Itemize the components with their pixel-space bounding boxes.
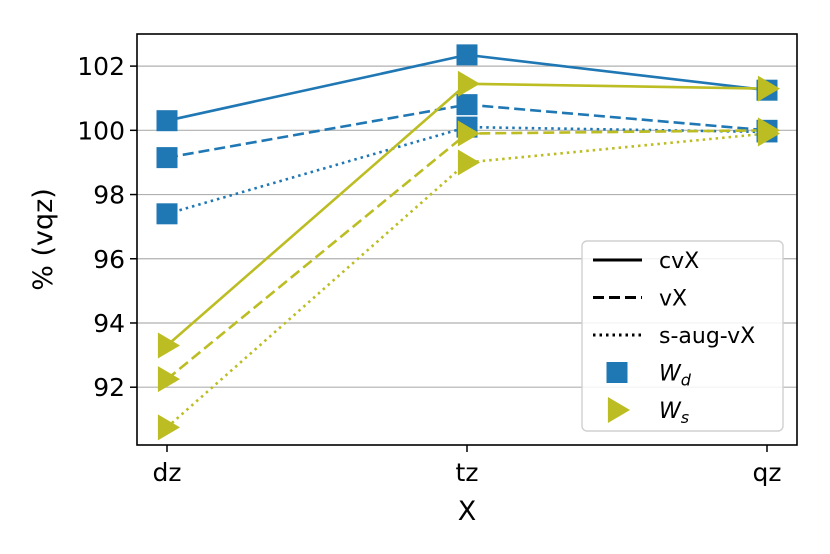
y-tick-label: 94 — [93, 309, 125, 338]
legend-square-marker — [606, 362, 628, 383]
series-markers — [156, 44, 780, 441]
legend-label: vX — [659, 287, 687, 312]
y-axis-ticks: 92 94 96 98 100 102 — [77, 52, 137, 402]
x-axis-label: X — [458, 496, 477, 527]
data-point-square — [156, 147, 178, 169]
data-point-square — [156, 110, 178, 132]
legend-label-main: W — [659, 362, 682, 387]
data-point-triangle — [457, 120, 480, 147]
x-tick-label: qz — [753, 458, 782, 487]
legend-label: Ws — [659, 399, 689, 427]
data-point-triangle — [157, 414, 180, 441]
data-point-square — [156, 203, 178, 225]
data-point-triangle — [457, 70, 480, 97]
y-tick-label: 92 — [93, 373, 125, 402]
x-tick-label: tz — [456, 458, 479, 487]
data-point-triangle — [157, 366, 180, 393]
legend-label: s-aug-vX — [659, 324, 755, 349]
data-point-square — [456, 94, 478, 116]
legend-label: Wd — [659, 362, 692, 390]
x-tick-label: dz — [153, 458, 182, 487]
y-tick-label: 102 — [77, 52, 125, 81]
legend-triangle-marker — [607, 397, 630, 423]
data-point-triangle — [757, 120, 780, 147]
y-tick-label: 98 — [93, 181, 125, 210]
legend-label-subscript: s — [681, 408, 689, 427]
y-tick-label: 96 — [93, 245, 125, 274]
y-axis-label: % (vqz) — [28, 188, 59, 291]
legend-label-subscript: d — [681, 371, 692, 390]
x-axis-ticks: dz tz qz — [153, 445, 782, 487]
legend-box — [581, 240, 784, 432]
data-point-triangle — [157, 332, 180, 359]
legend-label-main: W — [659, 399, 682, 424]
data-point-triangle — [757, 75, 780, 102]
legend-label: cvX — [659, 249, 699, 274]
data-point-triangle — [457, 149, 480, 176]
y-tick-label: 100 — [77, 116, 125, 145]
data-point-square — [456, 44, 478, 66]
